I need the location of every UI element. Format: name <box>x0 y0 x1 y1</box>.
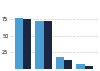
Bar <box>56 57 64 69</box>
Bar <box>35 21 44 69</box>
Bar <box>15 18 23 69</box>
Bar <box>23 19 31 69</box>
Bar <box>64 60 72 69</box>
Bar <box>85 66 93 69</box>
Bar <box>76 64 85 69</box>
Bar <box>44 21 52 69</box>
